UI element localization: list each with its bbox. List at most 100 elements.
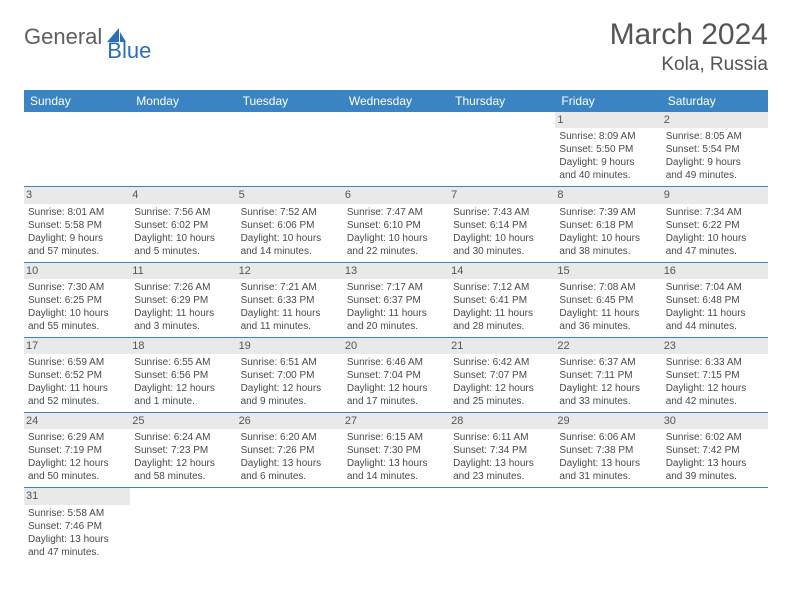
calendar-cell: 6Sunrise: 7:47 AMSunset: 6:10 PMDaylight… [343,187,449,262]
day-detail-line: Daylight: 10 hours [666,232,764,245]
day-details: Sunrise: 7:04 AMSunset: 6:48 PMDaylight:… [666,281,764,333]
day-number: 29 [555,413,661,429]
location-label: Kola, Russia [610,54,768,76]
day-detail-line: Sunset: 6:22 PM [666,219,764,232]
col-header: Tuesday [237,90,343,112]
calendar-cell: 31 Sunrise: 5:58 AMSunset: 7:46 PMDayligh… [24,488,130,563]
day-details: Sunrise: 8:05 AMSunset: 5:54 PMDaylight:… [666,130,764,182]
day-detail-line: Daylight: 12 hours [134,382,232,395]
day-number: 30 [662,413,768,429]
day-details: Sunrise: 6:51 AMSunset: 7:00 PMDaylight:… [241,356,339,408]
calendar-cell: 1Sunrise: 8:09 AMSunset: 5:50 PMDaylight… [555,112,661,187]
calendar-cell: 15Sunrise: 7:08 AMSunset: 6:45 PMDayligh… [555,262,661,337]
day-detail-line: Sunset: 6:14 PM [453,219,551,232]
day-detail-line: Sunset: 5:58 PM [28,219,126,232]
calendar-cell: 9Sunrise: 7:34 AMSunset: 6:22 PMDaylight… [662,187,768,262]
calendar-cell: 2Sunrise: 8:05 AMSunset: 5:54 PMDaylight… [662,112,768,187]
day-number: 19 [237,338,343,354]
calendar-cell: 29Sunrise: 6:06 AMSunset: 7:38 PMDayligh… [555,413,661,488]
day-detail-line: Daylight: 9 hours [559,156,657,169]
day-number: 16 [662,263,768,279]
calendar-cell: 18Sunrise: 6:55 AMSunset: 6:56 PMDayligh… [130,337,236,412]
day-detail-line: and 3 minutes. [134,320,232,333]
day-details: Sunrise: 5:58 AMSunset: 7:46 PMDaylight:… [28,507,126,559]
day-detail-line: Daylight: 11 hours [559,307,657,320]
day-detail-line: Daylight: 13 hours [241,457,339,470]
day-detail-line: and 28 minutes. [453,320,551,333]
day-detail-line: Sunrise: 8:05 AM [666,130,764,143]
day-detail-line: and 6 minutes. [241,470,339,483]
day-details: Sunrise: 6:46 AMSunset: 7:04 PMDaylight:… [347,356,445,408]
day-details: Sunrise: 6:29 AMSunset: 7:19 PMDaylight:… [28,431,126,483]
day-number: 21 [449,338,555,354]
day-detail-line: Sunset: 7:23 PM [134,444,232,457]
day-detail-line: Sunset: 6:41 PM [453,294,551,307]
day-number: 3 [24,187,130,203]
day-detail-line: and 57 minutes. [28,245,126,258]
day-detail-line: Daylight: 11 hours [241,307,339,320]
calendar-cell: 22Sunrise: 6:37 AMSunset: 7:11 PMDayligh… [555,337,661,412]
day-detail-line: Sunset: 7:34 PM [453,444,551,457]
day-detail-line: Sunrise: 6:20 AM [241,431,339,444]
day-detail-line: and 42 minutes. [666,395,764,408]
day-detail-line: Sunset: 6:02 PM [134,219,232,232]
day-number: 17 [24,338,130,354]
day-detail-line: Daylight: 13 hours [453,457,551,470]
col-header: Thursday [449,90,555,112]
day-details: Sunrise: 7:08 AMSunset: 6:45 PMDaylight:… [559,281,657,333]
day-detail-line: and 55 minutes. [28,320,126,333]
day-details: Sunrise: 7:12 AMSunset: 6:41 PMDaylight:… [453,281,551,333]
day-detail-line: Sunset: 7:15 PM [666,369,764,382]
day-detail-line: Daylight: 12 hours [134,457,232,470]
day-detail-line: Daylight: 12 hours [28,457,126,470]
day-detail-line: and 22 minutes. [347,245,445,258]
calendar-cell: 16 Sunrise: 7:04 AMSunset: 6:48 PMDayligh… [662,262,768,337]
day-details: Sunrise: 7:56 AMSunset: 6:02 PMDaylight:… [134,206,232,258]
day-detail-line: and 47 minutes. [28,546,126,559]
day-detail-line: Sunset: 6:25 PM [28,294,126,307]
day-detail-line: and 17 minutes. [347,395,445,408]
col-header: Sunday [24,90,130,112]
day-detail-line: Sunrise: 7:56 AM [134,206,232,219]
day-detail-line: and 11 minutes. [241,320,339,333]
day-detail-line: Sunset: 7:38 PM [559,444,657,457]
calendar-cell: 11Sunrise: 7:26 AMSunset: 6:29 PMDayligh… [130,262,236,337]
day-detail-line: Sunrise: 7:26 AM [134,281,232,294]
day-detail-line: Sunset: 5:54 PM [666,143,764,156]
calendar-cell: 3Sunrise: 8:01 AMSunset: 5:58 PMDaylight… [24,187,130,262]
col-header: Saturday [662,90,768,112]
day-detail-line: Sunrise: 7:43 AM [453,206,551,219]
day-detail-line: Sunset: 7:11 PM [559,369,657,382]
day-detail-line: Daylight: 11 hours [28,382,126,395]
day-detail-line: Sunrise: 6:24 AM [134,431,232,444]
day-detail-line: and 44 minutes. [666,320,764,333]
day-detail-line: Sunrise: 6:33 AM [666,356,764,369]
day-details: Sunrise: 6:33 AMSunset: 7:15 PMDaylight:… [666,356,764,408]
day-detail-line: Sunset: 5:50 PM [559,143,657,156]
day-detail-line: and 39 minutes. [666,470,764,483]
day-details: Sunrise: 7:21 AMSunset: 6:33 PMDaylight:… [241,281,339,333]
day-detail-line: Sunrise: 7:17 AM [347,281,445,294]
day-detail-line: Sunset: 6:29 PM [134,294,232,307]
calendar-week-row: 1Sunrise: 8:09 AMSunset: 5:50 PMDaylight… [24,112,768,187]
day-detail-line: Sunrise: 6:59 AM [28,356,126,369]
day-number: 31 [24,488,130,504]
day-detail-line: and 5 minutes. [134,245,232,258]
day-detail-line: Daylight: 11 hours [134,307,232,320]
day-detail-line: Sunrise: 7:04 AM [666,281,764,294]
day-number: 10 [24,263,130,279]
day-detail-line: Sunrise: 7:34 AM [666,206,764,219]
day-detail-line: Sunrise: 6:15 AM [347,431,445,444]
day-number: 7 [449,187,555,203]
day-detail-line: and 52 minutes. [28,395,126,408]
day-detail-line: Daylight: 10 hours [241,232,339,245]
day-number: 12 [237,263,343,279]
calendar-table: Sunday Monday Tuesday Wednesday Thursday… [24,90,768,563]
day-detail-line: and 9 minutes. [241,395,339,408]
day-detail-line: and 31 minutes. [559,470,657,483]
day-detail-line: Daylight: 11 hours [347,307,445,320]
calendar-cell: 17Sunrise: 6:59 AMSunset: 6:52 PMDayligh… [24,337,130,412]
day-detail-line: Daylight: 13 hours [666,457,764,470]
calendar-cell: 4Sunrise: 7:56 AMSunset: 6:02 PMDaylight… [130,187,236,262]
day-details: Sunrise: 7:43 AMSunset: 6:14 PMDaylight:… [453,206,551,258]
